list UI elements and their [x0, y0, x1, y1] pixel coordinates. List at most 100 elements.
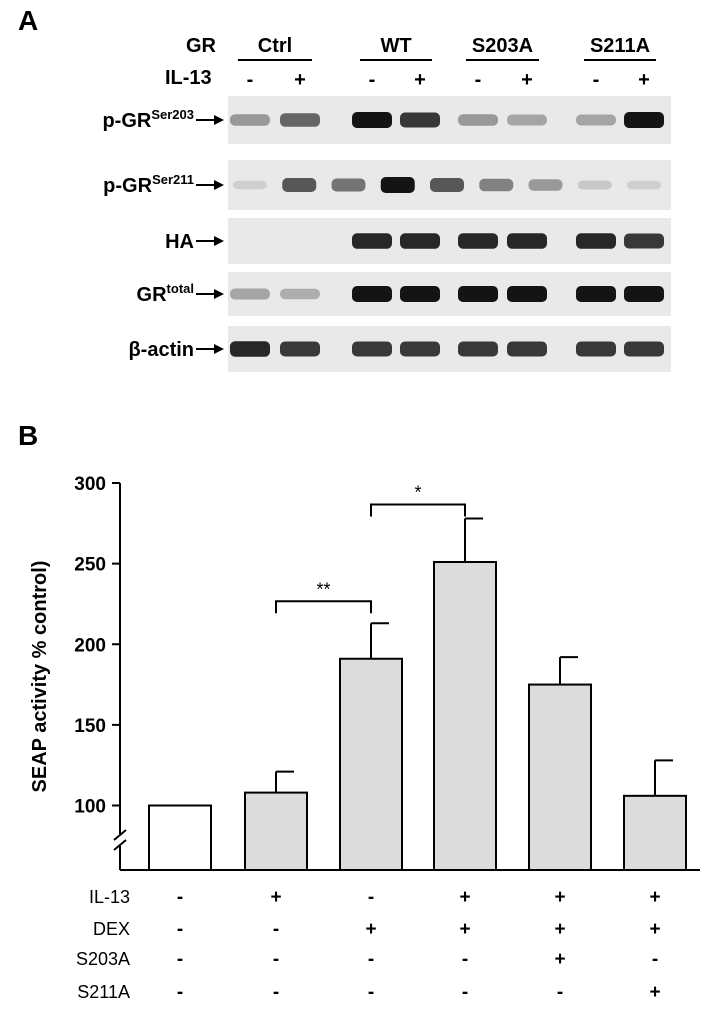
- bracket-line: [370, 503, 466, 517]
- condition-sign: +: [554, 887, 565, 908]
- condition-label-0: IL-13: [89, 887, 130, 907]
- il13-lane-signs: - + - + - + - +: [247, 69, 650, 91]
- bar-1: [244, 791, 308, 871]
- bar-4: [528, 683, 592, 871]
- blot-band: [479, 178, 514, 192]
- blot-band: [627, 180, 661, 190]
- condition-sign: +: [554, 949, 565, 970]
- bar-2: [339, 657, 403, 872]
- blot-band: [430, 178, 464, 192]
- bar-0: [148, 804, 212, 871]
- blot-band: [400, 341, 440, 357]
- construct-group-headers: Ctrl WT S203A S211A: [238, 35, 656, 61]
- blot-band: [230, 288, 270, 300]
- panel-a-letter: A: [18, 5, 38, 36]
- western-blots: p-GRSer203 p-GRSer211 HA GRtotal β-actin: [102, 96, 671, 372]
- condition-sign: -: [273, 949, 279, 970]
- condition-sign: +: [554, 919, 565, 940]
- blot-band: [282, 178, 317, 192]
- condition-label-3: S211A: [77, 982, 130, 1002]
- blot-band: [507, 341, 547, 357]
- lane-sign: +: [414, 69, 426, 91]
- y-tick-label: 300: [74, 474, 106, 495]
- blot-band: [400, 112, 440, 128]
- blot-band: [624, 112, 664, 128]
- blot-label-main: HA: [165, 231, 194, 253]
- bar-5: [623, 794, 687, 872]
- blot-band: [352, 233, 392, 249]
- y-axis-label: SEAP activity % control): [29, 561, 51, 793]
- bracket-line: [275, 600, 372, 614]
- condition-sign: +: [649, 982, 660, 1003]
- blot-label: HA: [165, 231, 194, 253]
- significance-bracket-1: *: [370, 482, 466, 517]
- blot-band: [230, 341, 270, 357]
- condition-sign: -: [652, 949, 658, 970]
- lane-sign: -: [475, 69, 482, 91]
- il13-label: IL-13: [165, 67, 212, 89]
- blot-band: [577, 180, 612, 190]
- condition-sign: +: [365, 919, 376, 940]
- y-tick-label: 250: [74, 555, 106, 576]
- y-tick-label: 200: [74, 635, 106, 656]
- blot-label: p-GRSer211: [103, 172, 194, 197]
- blot-row-1: p-GRSer211: [103, 160, 671, 210]
- group-header-2: S203A: [472, 35, 533, 57]
- blot-row-4: β-actin: [128, 326, 671, 372]
- blot-label: β-actin: [128, 339, 194, 361]
- blot-band: [280, 113, 320, 127]
- lane-sign: -: [369, 69, 376, 91]
- blot-band: [280, 288, 320, 300]
- blot-band: [280, 341, 320, 357]
- blot-row-3: GRtotal: [137, 272, 671, 316]
- condition-sign: +: [459, 919, 470, 940]
- blot-label-superscript: Ser203: [151, 107, 194, 122]
- blot-band: [576, 341, 616, 357]
- condition-sign: -: [368, 949, 374, 970]
- condition-sign: -: [177, 919, 183, 940]
- blot-band: [331, 178, 366, 192]
- blot-label: p-GRSer203: [102, 107, 194, 132]
- blot-band: [352, 341, 392, 357]
- blot-band: [528, 179, 563, 191]
- blot-band: [230, 114, 270, 126]
- blot-row-2: HA: [165, 218, 671, 264]
- axis-break-mark: [113, 839, 127, 851]
- blot-label-main: p-GR: [102, 110, 151, 132]
- condition-sign: -: [273, 919, 279, 940]
- blot-band: [576, 114, 616, 126]
- group-header-1: WT: [380, 35, 411, 57]
- condition-sign: +: [649, 919, 660, 940]
- condition-sign: -: [462, 982, 468, 1003]
- condition-sign: -: [557, 982, 563, 1003]
- blot-row-0: p-GRSer203: [102, 96, 671, 144]
- axis-break-mark: [113, 829, 127, 841]
- blot-band: [458, 233, 498, 249]
- blot-band: [233, 180, 267, 190]
- blot-label-main: GR: [137, 284, 168, 306]
- blot-band: [507, 114, 547, 126]
- blot-band: [458, 341, 498, 357]
- lane-sign: -: [247, 69, 254, 91]
- significance-stars: *: [414, 482, 421, 502]
- blot-band: [380, 177, 415, 193]
- condition-sign: +: [649, 887, 660, 908]
- gr-label: GR: [186, 35, 217, 57]
- condition-sign: +: [459, 887, 470, 908]
- blot-band: [458, 286, 498, 302]
- lane-sign: +: [638, 69, 650, 91]
- condition-sign: +: [270, 887, 281, 908]
- condition-sign: -: [273, 982, 279, 1003]
- y-tick-label: 150: [74, 716, 106, 737]
- blot-band: [576, 233, 616, 249]
- blot-band: [507, 286, 547, 302]
- condition-sign: -: [368, 887, 374, 908]
- group-header-3: S211A: [590, 35, 650, 57]
- blot-band: [352, 112, 392, 128]
- condition-table: IL-13 - + - + + + DEX - - + + + + S203A - - - - + - S211A - - - -…: [76, 887, 661, 1003]
- blot-band: [400, 233, 440, 249]
- group-header-0: Ctrl: [258, 35, 292, 57]
- condition-sign: -: [462, 949, 468, 970]
- blot-band: [400, 286, 440, 302]
